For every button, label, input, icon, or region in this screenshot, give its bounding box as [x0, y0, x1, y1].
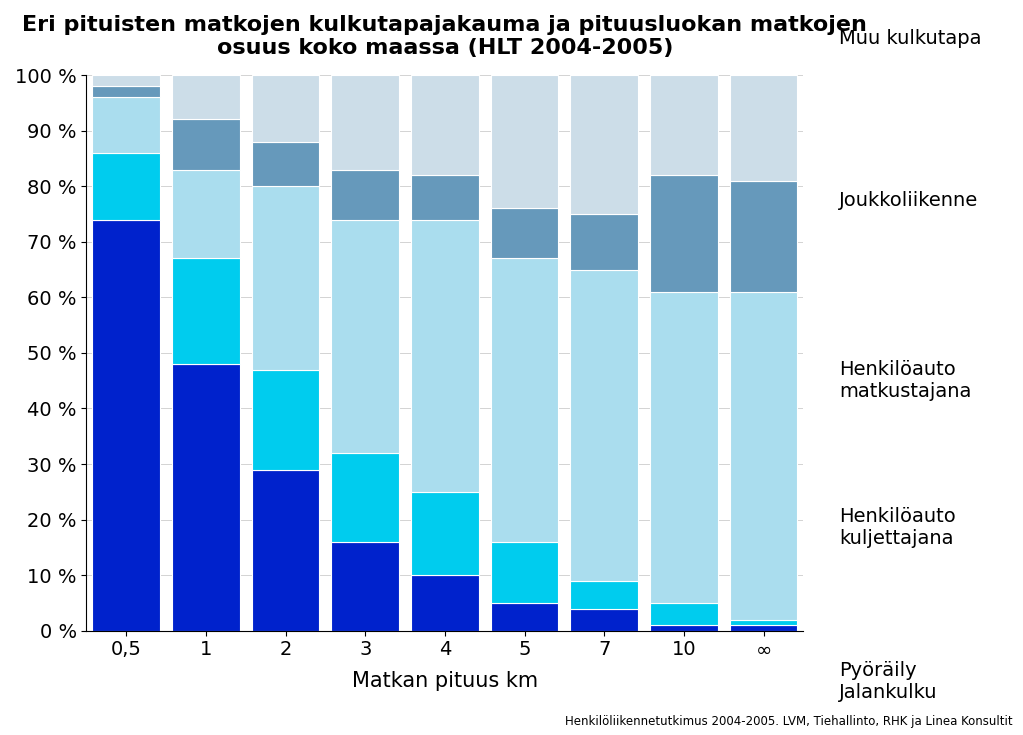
Bar — [411, 75, 479, 175]
Bar — [172, 259, 239, 364]
Bar — [331, 453, 399, 542]
Text: Pyöräily
Jalankulku: Pyöräily Jalankulku — [839, 662, 937, 703]
Bar — [252, 470, 319, 631]
Bar — [571, 214, 638, 270]
Bar — [92, 220, 161, 631]
Bar — [252, 186, 319, 370]
Bar — [411, 576, 479, 631]
Bar — [729, 181, 797, 292]
X-axis label: Matkan pituus km: Matkan pituus km — [352, 670, 538, 691]
Text: Henkilöauto
matkustajana: Henkilöauto matkustajana — [839, 360, 971, 401]
Bar — [491, 209, 559, 259]
Bar — [650, 75, 718, 175]
Bar — [331, 220, 399, 453]
Bar — [571, 270, 638, 581]
Text: Joukkoliikenne: Joukkoliikenne — [839, 191, 978, 210]
Bar — [571, 581, 638, 609]
Bar — [92, 153, 161, 220]
Title: Eri pituisten matkojen kulkutapajakauma ja pituusluokan matkojen
osuus koko maas: Eri pituisten matkojen kulkutapajakauma … — [23, 15, 868, 58]
Bar — [729, 75, 797, 181]
Bar — [331, 75, 399, 170]
Text: Muu kulkutapa: Muu kulkutapa — [839, 29, 981, 49]
Bar — [491, 75, 559, 209]
Bar — [172, 120, 239, 170]
Bar — [729, 292, 797, 620]
Bar — [571, 609, 638, 631]
Bar — [331, 170, 399, 220]
Bar — [491, 259, 559, 542]
Bar — [172, 170, 239, 259]
Bar — [729, 625, 797, 631]
Bar — [729, 620, 797, 625]
Bar — [331, 542, 399, 631]
Bar — [411, 492, 479, 576]
Bar — [571, 75, 638, 214]
Bar — [650, 603, 718, 625]
Bar — [252, 370, 319, 470]
Bar — [491, 603, 559, 631]
Bar — [172, 364, 239, 631]
Text: Henkilöliikennetutkimus 2004-2005. LVM, Tiehallinto, RHK ja Linea Konsultit: Henkilöliikennetutkimus 2004-2005. LVM, … — [565, 714, 1013, 728]
Text: Henkilöauto
kuljettajana: Henkilöauto kuljettajana — [839, 507, 955, 548]
Bar — [92, 75, 161, 86]
Bar — [252, 75, 319, 142]
Bar — [92, 97, 161, 153]
Bar — [411, 220, 479, 492]
Bar — [411, 175, 479, 220]
Bar — [252, 142, 319, 186]
Bar — [92, 86, 161, 97]
Bar — [491, 542, 559, 603]
Bar — [172, 75, 239, 120]
Bar — [650, 625, 718, 631]
Bar — [650, 292, 718, 603]
Bar — [650, 175, 718, 292]
